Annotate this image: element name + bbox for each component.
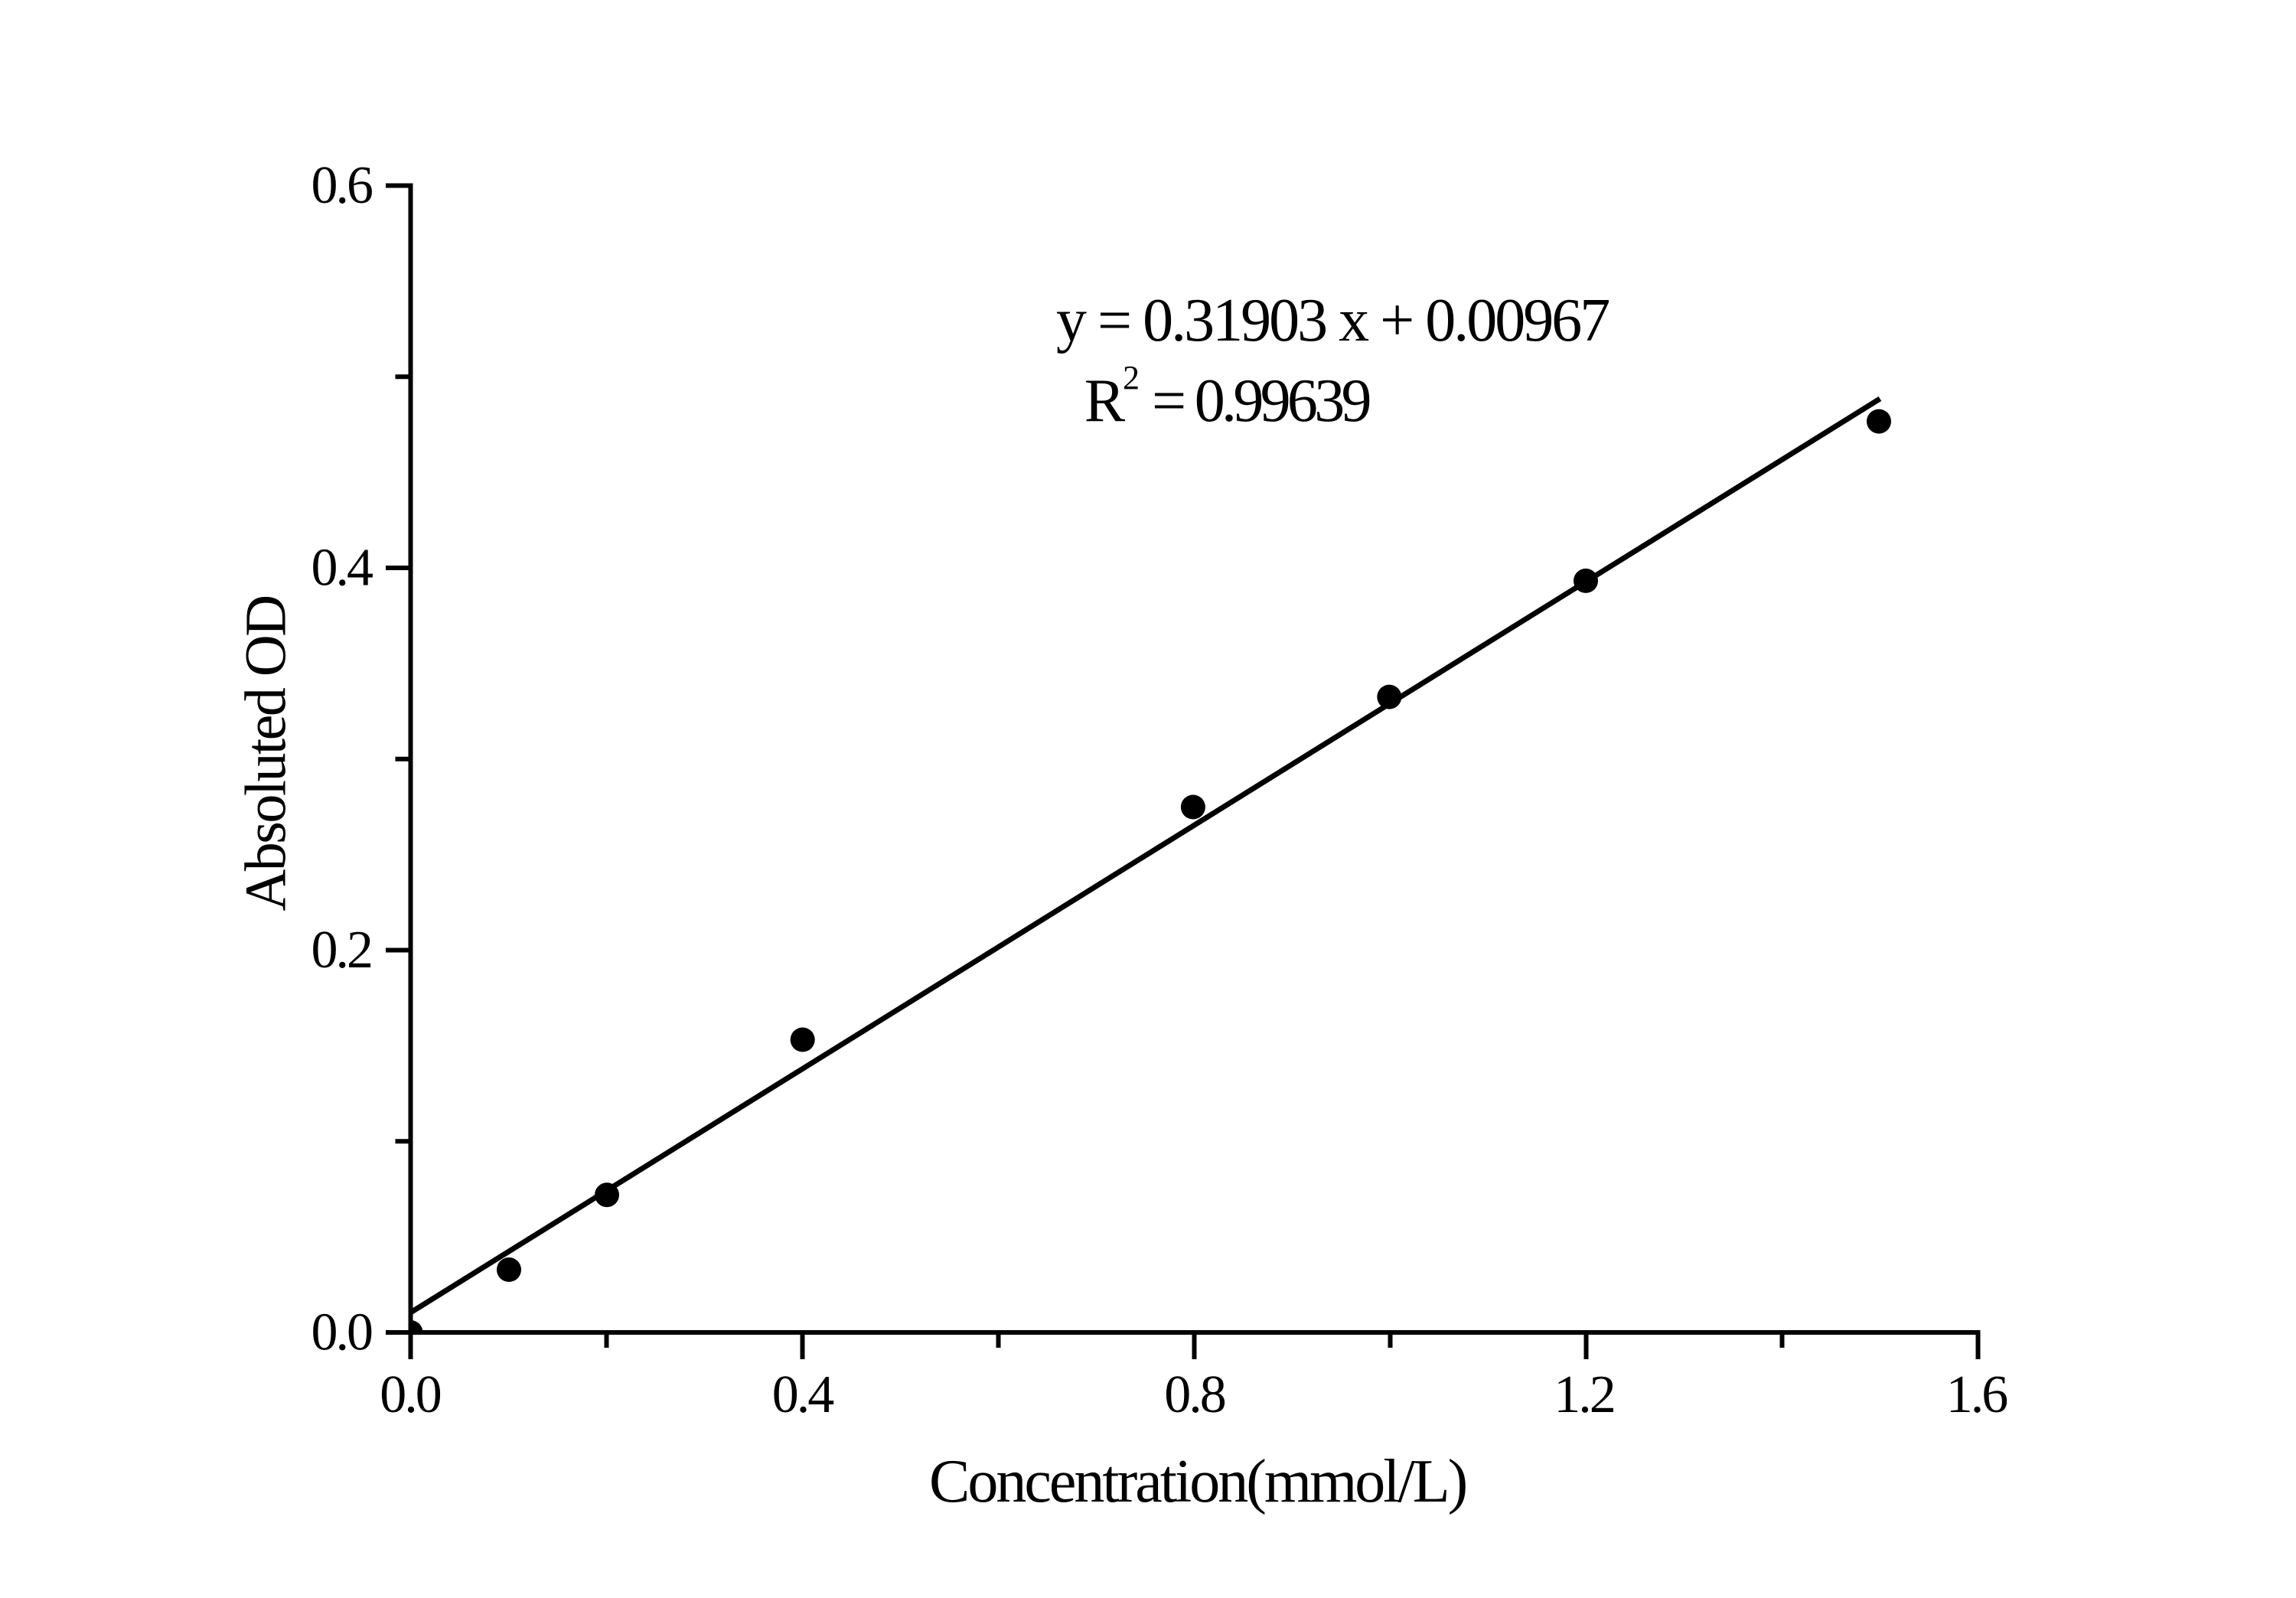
svg-text:0.4: 0.4 — [772, 1365, 834, 1424]
svg-text:= 0.99639: = 0.99639 — [1152, 367, 1370, 435]
svg-text:1.2: 1.2 — [1554, 1365, 1614, 1424]
svg-text:0.2: 0.2 — [311, 921, 372, 980]
svg-text:0.4: 0.4 — [311, 539, 373, 598]
svg-text:Concentration(mmol/L): Concentration(mmol/L) — [929, 1448, 1466, 1515]
svg-text:1.6: 1.6 — [1946, 1365, 2007, 1424]
svg-text:R: R — [1084, 367, 1126, 435]
svg-text:2: 2 — [1123, 359, 1139, 396]
svg-text:y = 0.31903 x + 0.00967: y = 0.31903 x + 0.00967 — [1056, 287, 1609, 354]
svg-text:0.0: 0.0 — [380, 1365, 441, 1424]
svg-text:0.8: 0.8 — [1164, 1365, 1225, 1424]
svg-text:Absoluted OD: Absoluted OD — [234, 596, 298, 911]
svg-text:0.6: 0.6 — [311, 156, 373, 215]
svg-text:0.0: 0.0 — [311, 1303, 373, 1362]
